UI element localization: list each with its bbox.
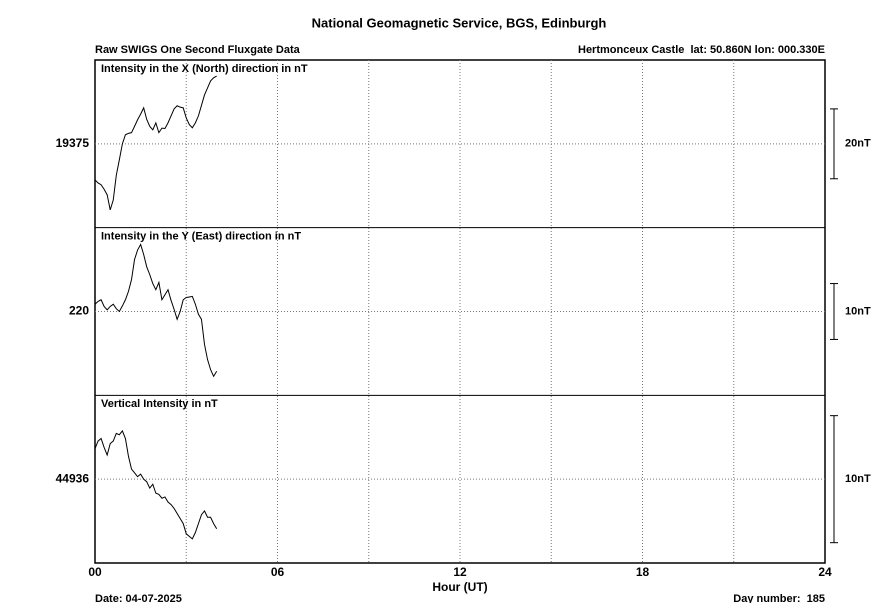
x-tick-label: 24 — [818, 565, 832, 579]
data-line — [94, 75, 217, 210]
x-tick-label: 12 — [453, 565, 467, 579]
panel-title: Intensity in the X (North) direction in … — [101, 63, 308, 75]
data-line — [94, 429, 218, 540]
subtitle-right: Hertmonceux Castle lat: 50.860N lon: 000… — [578, 44, 825, 56]
footer-date: Date: 04-07-2025 — [95, 593, 182, 603]
subtitle-left: Raw SWIGS One Second Fluxgate Data — [95, 44, 301, 56]
x-tick-label: 18 — [636, 565, 650, 579]
panel-title: Intensity in the Y (East) direction in n… — [101, 231, 301, 243]
chart-title: National Geomagnetic Service, BGS, Edinb… — [312, 15, 607, 30]
x-tick-label: 00 — [88, 565, 102, 579]
scale-label: 10nT — [845, 305, 871, 317]
scale-label: 10nT — [845, 473, 871, 485]
scale-label: 20nT — [845, 138, 871, 150]
y-tick-label: 19375 — [56, 136, 90, 150]
y-tick-label: 44936 — [56, 471, 90, 485]
panel-title: Vertical Intensity in nT — [101, 398, 218, 410]
x-tick-label: 06 — [271, 565, 285, 579]
x-axis-label: Hour (UT) — [432, 580, 487, 594]
y-tick-label: 220 — [69, 304, 89, 318]
data-line — [94, 243, 218, 378]
footer-day: Day number: 185 — [733, 593, 825, 603]
